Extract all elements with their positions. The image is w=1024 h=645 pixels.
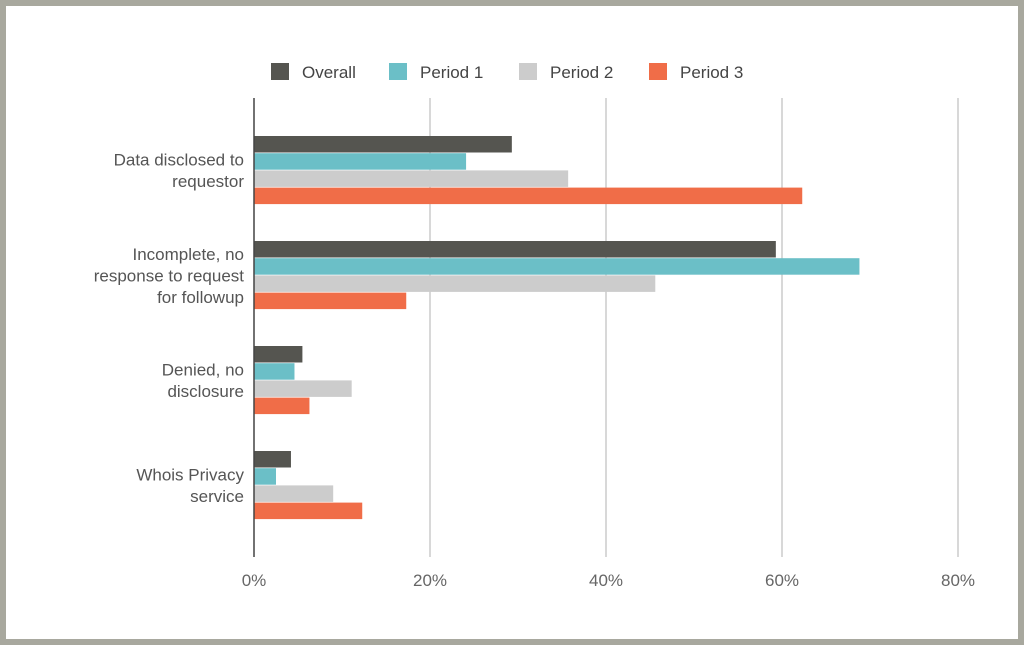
bar: [254, 380, 352, 397]
bar: [254, 363, 295, 380]
legend: Overall Period 1 Period 2 Period 3: [271, 63, 743, 82]
legend-swatch: [389, 63, 407, 80]
category-label: Data disclosed to requestor: [114, 151, 245, 192]
bar: [254, 397, 310, 415]
category-label: Whois Privacy service: [136, 466, 244, 507]
legend-swatch: [649, 63, 667, 80]
legend-swatch: [271, 63, 289, 80]
bar: [254, 153, 467, 170]
bar: [254, 275, 656, 292]
gridlines: [429, 98, 959, 557]
x-tick-label: 20%: [413, 571, 447, 590]
bar: [254, 241, 776, 258]
x-tick-label: 40%: [589, 571, 623, 590]
category-label: Denied, no disclosure: [162, 361, 244, 402]
legend-item: Period 3: [649, 63, 743, 82]
bar: [254, 468, 276, 485]
bar: [254, 187, 803, 205]
bar: [254, 346, 303, 363]
bar: [254, 502, 363, 520]
bar: [254, 170, 569, 187]
x-tick-label: 80%: [941, 571, 975, 590]
legend-swatch: [519, 63, 537, 80]
legend-label: Period 2: [550, 63, 613, 82]
bar: [254, 136, 512, 153]
legend-label: Overall: [302, 63, 356, 82]
x-tick-label: 60%: [765, 571, 799, 590]
legend-label: Period 1: [420, 63, 483, 82]
bar: [254, 451, 291, 468]
bars: [254, 136, 860, 520]
chart-frame: Overall Period 1 Period 2 Period 3 Data dis…: [3, 3, 1021, 642]
bar-chart: Overall Period 1 Period 2 Period 3 Data dis…: [94, 63, 975, 590]
x-tick-label: 0%: [242, 571, 267, 590]
category-label: Incomplete, no response to request for fol…: [94, 245, 245, 307]
bar: [254, 258, 860, 275]
bar: [254, 292, 407, 310]
legend-label: Period 3: [680, 63, 743, 82]
legend-item: Period 2: [519, 63, 613, 82]
legend-item: Overall: [271, 63, 356, 82]
bar: [254, 485, 334, 502]
x-tick-labels: 0% 20% 40% 60% 80%: [242, 571, 975, 590]
category-labels: Data disclosed to requestor Incomplete, no…: [94, 151, 245, 507]
legend-item: Period 1: [389, 63, 483, 82]
